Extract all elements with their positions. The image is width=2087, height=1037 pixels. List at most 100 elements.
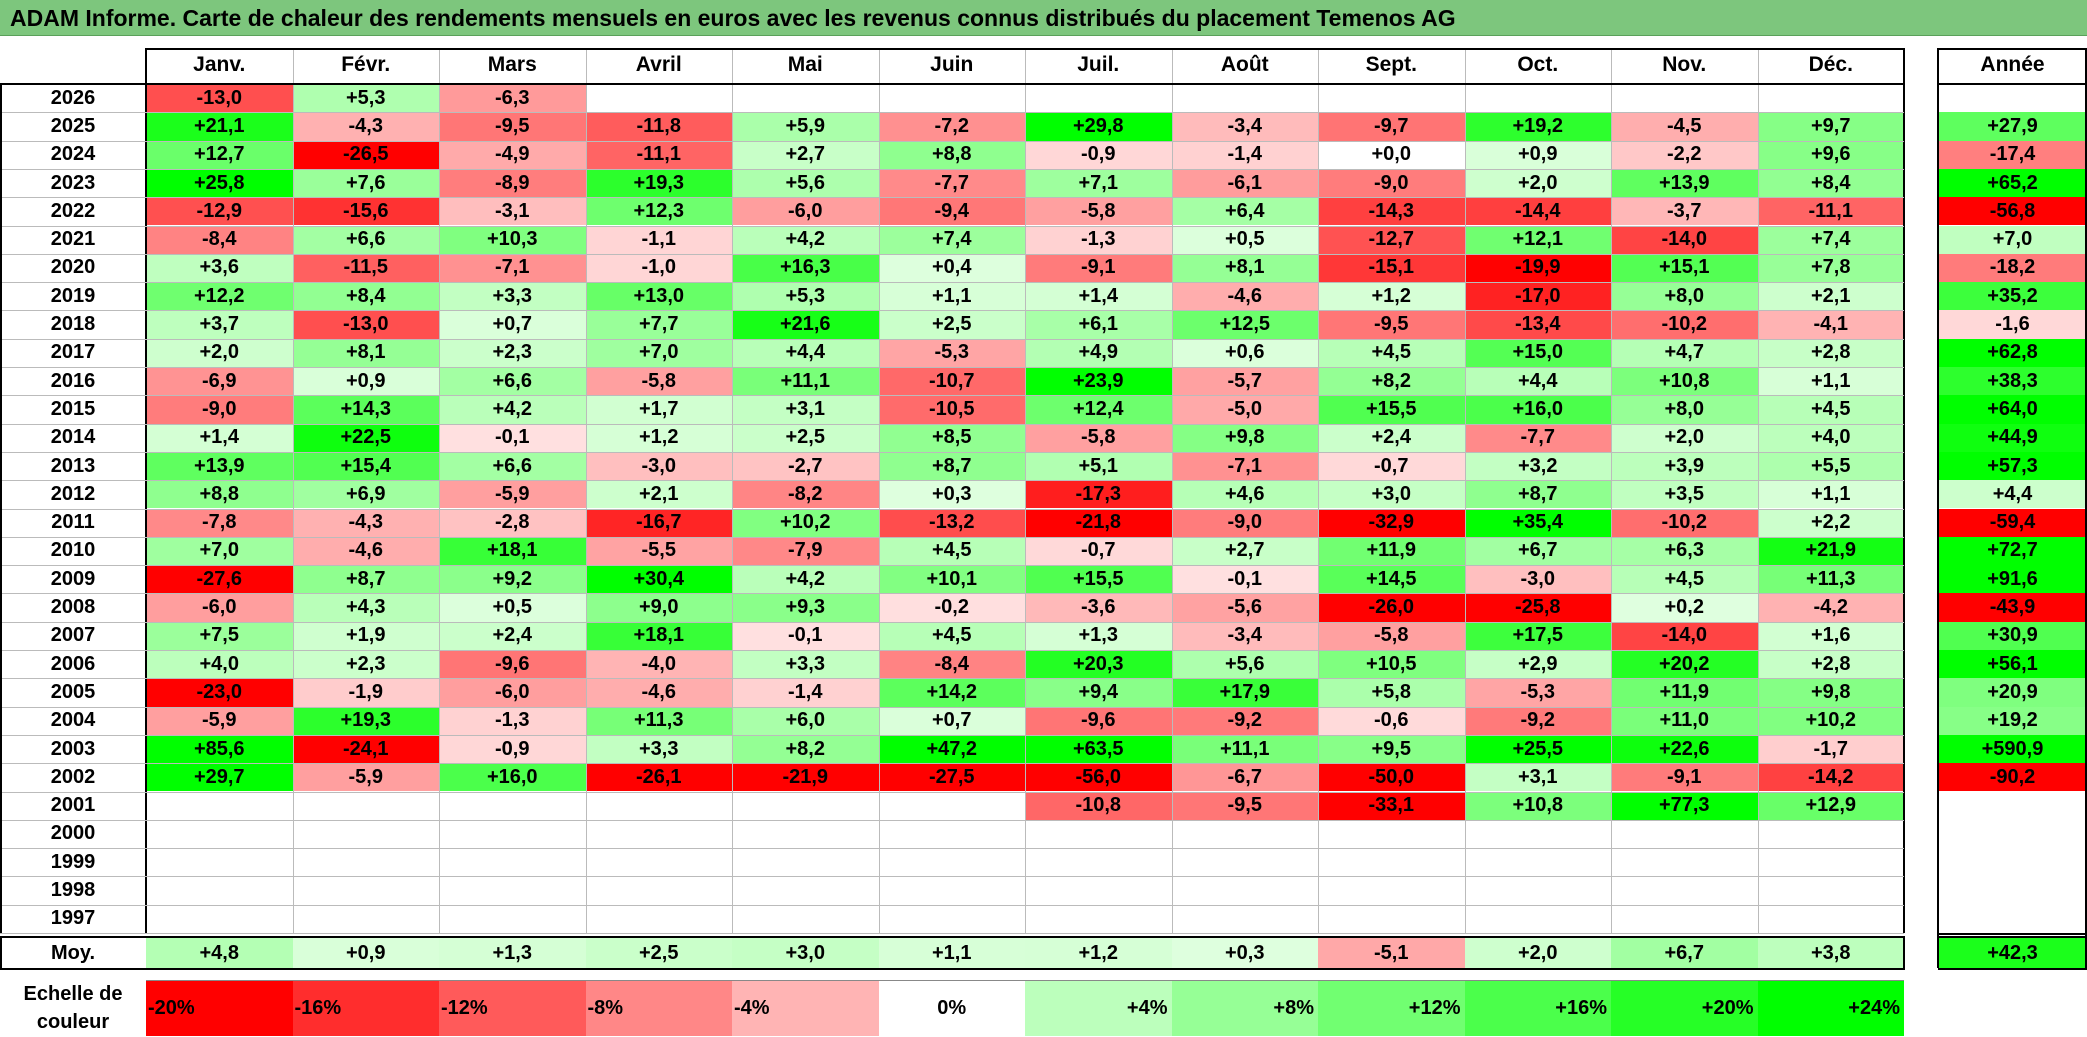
grid-vline <box>1611 48 1612 933</box>
annual-cell: +44,9 <box>1938 423 2087 452</box>
grid-vline <box>732 48 733 933</box>
heatmap-cell: -6,0 <box>439 678 586 707</box>
grid-hline <box>0 367 1904 368</box>
average-cell: +0,3 <box>1171 938 1318 968</box>
heatmap-cell: -4,3 <box>292 112 439 141</box>
color-scale-label-line2: couleur <box>36 1011 110 1033</box>
annual-right-border <box>2085 48 2087 968</box>
heatmap-cell <box>1464 904 1611 933</box>
grid-hline <box>0 508 1904 510</box>
heatmap-cell <box>732 84 879 113</box>
heatmap-cell: -25,8 <box>1464 593 1611 622</box>
year-label: 2020 <box>0 253 146 283</box>
annual-cell <box>1938 876 2087 905</box>
heatmap-cell <box>878 791 1025 820</box>
heatmap-cell <box>585 84 732 113</box>
heatmap-cell: +0,6 <box>1171 338 1318 367</box>
grid-vline <box>439 48 440 933</box>
heatmap-cell <box>585 904 732 933</box>
month-header: Mai <box>732 48 879 82</box>
heatmap-cell <box>878 876 1025 905</box>
heatmap-cell: +15,1 <box>1611 253 1758 283</box>
grid-hline <box>0 310 1904 312</box>
year-label: 2004 <box>0 706 146 735</box>
color-scale-swatch: +20% <box>1611 980 1758 1036</box>
heatmap-cell <box>732 819 879 849</box>
heatmap-cell: -0,9 <box>439 734 586 764</box>
heatmap-cell: +10,8 <box>1464 791 1611 820</box>
average-cell: +2,5 <box>585 938 732 968</box>
heatmap-cell: +8,4 <box>1757 168 1904 198</box>
heatmap-cell: -9,1 <box>1025 253 1172 283</box>
header-bottom-border <box>0 83 1904 85</box>
year-label: 2008 <box>0 593 146 622</box>
heatmap-cell: +0,7 <box>878 706 1025 735</box>
heatmap-cell <box>878 819 1025 849</box>
month-header: Janv. <box>146 48 293 82</box>
grid-hline <box>0 225 1904 227</box>
grid-hline <box>0 933 1904 934</box>
heatmap-cell: +1,9 <box>292 621 439 650</box>
annual-cell: +57,3 <box>1938 451 2087 481</box>
annual-cell: +35,2 <box>1938 282 2087 311</box>
year-label: 2015 <box>0 395 146 424</box>
grid-hline <box>0 197 1904 199</box>
heatmap-cell: +1,2 <box>1318 282 1465 311</box>
heatmap-cell: +29,8 <box>1025 112 1172 141</box>
heatmap-cell <box>1318 84 1465 113</box>
heatmap-cell: +0,5 <box>439 593 586 622</box>
heatmap-cell <box>1318 819 1465 849</box>
heatmap-cell: -56,0 <box>1025 763 1172 792</box>
heatmap-cell: -6,7 <box>1171 763 1318 792</box>
heatmap-cell: +3,3 <box>585 734 732 764</box>
heatmap-cell: +5,9 <box>732 112 879 141</box>
heatmap-cell: -10,8 <box>1025 791 1172 820</box>
heatmap-cell: +1,4 <box>1025 282 1172 311</box>
heatmap-cell: -9,6 <box>1025 706 1172 735</box>
heatmap-cell: +8,2 <box>732 734 879 764</box>
heatmap-cell <box>1025 848 1172 877</box>
year-label: 2000 <box>0 819 146 849</box>
average-cell: +1,2 <box>1025 938 1172 968</box>
annual-cell: +30,9 <box>1938 621 2087 650</box>
year-label: 2022 <box>0 197 146 226</box>
heatmap-cell: +2,8 <box>1757 650 1904 679</box>
heatmap-cell: -1,4 <box>1171 140 1318 169</box>
heatmap-cell: +8,0 <box>1611 282 1758 311</box>
heatmap-cell <box>585 791 732 820</box>
heatmap-cell: +6,4 <box>1171 197 1318 226</box>
heatmap-cell: +3,9 <box>1611 451 1758 481</box>
heatmap-cell: +2,4 <box>1318 423 1465 452</box>
year-label: 2003 <box>0 734 146 764</box>
year-label: 1998 <box>0 876 146 905</box>
heatmap-cell: +11,0 <box>1611 706 1758 735</box>
heatmap-cell <box>1611 84 1758 113</box>
heatmap-cell: -4,1 <box>1757 310 1904 339</box>
heatmap-cell: +4,5 <box>1611 565 1758 594</box>
month-header: Juin <box>878 48 1025 82</box>
heatmap-cell: +6,6 <box>292 225 439 254</box>
heatmap-cell: +13,9 <box>146 451 293 481</box>
heatmap-cell: +85,6 <box>146 734 293 764</box>
annual-cell: -17,4 <box>1938 140 2087 169</box>
heatmap-cell: +10,5 <box>1318 650 1465 679</box>
grid-hline <box>0 791 1904 793</box>
annual-cell: +590,9 <box>1938 734 2087 764</box>
heatmap-cell: +7,7 <box>585 310 732 339</box>
heatmap-cell: -7,1 <box>1171 451 1318 481</box>
grid-vline <box>1903 48 1905 933</box>
heatmap-cell: +2,4 <box>439 621 586 650</box>
heatmap-cell: +15,4 <box>292 451 439 481</box>
heatmap-cell: -11,1 <box>1757 197 1904 226</box>
heatmap-cell: +4,0 <box>146 650 293 679</box>
color-scale-swatch: -8% <box>585 980 732 1036</box>
heatmap-cell: -9,1 <box>1611 763 1758 792</box>
heatmap-cell <box>1464 848 1611 877</box>
annual-cell: -59,4 <box>1938 508 2087 537</box>
heatmap-cell: -26,5 <box>292 140 439 169</box>
year-label: 2019 <box>0 282 146 311</box>
heatmap-cell: -4,6 <box>292 536 439 566</box>
year-label: 2001 <box>0 791 146 820</box>
grid-vline <box>145 48 147 933</box>
heatmap-cell: +8,8 <box>878 140 1025 169</box>
